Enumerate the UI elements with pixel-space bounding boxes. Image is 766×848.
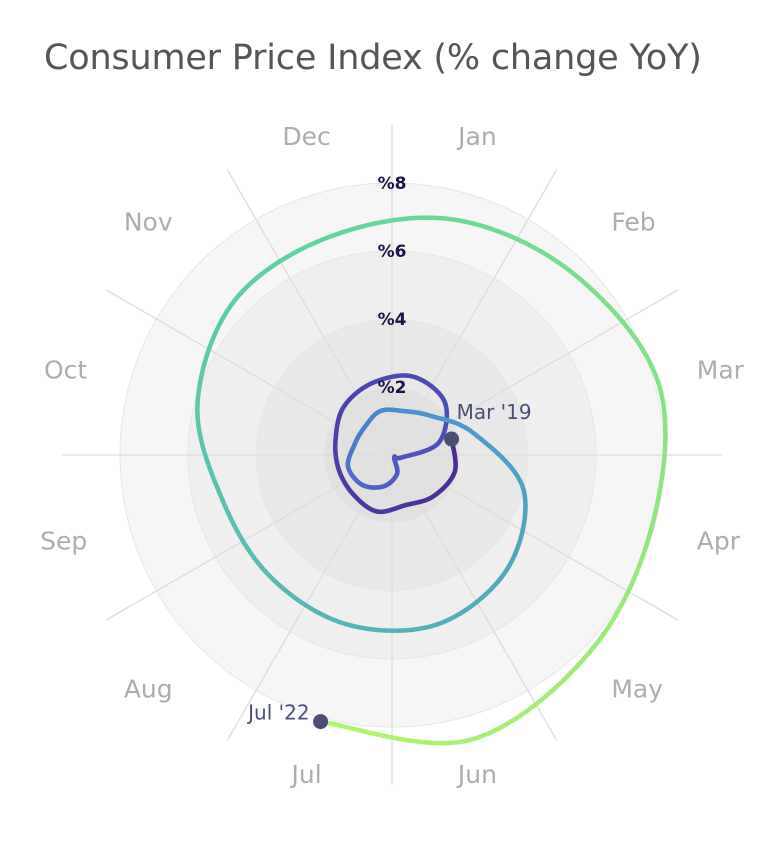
annotation-label: Mar '19 <box>457 400 532 424</box>
radial-tick-label-2: %2 <box>378 378 407 398</box>
month-label-sep: Sep <box>40 526 87 555</box>
radial-tick-label-8: %8 <box>378 174 407 194</box>
annotation-label: Jul '22 <box>246 701 309 725</box>
month-label-mar: Mar <box>697 356 745 385</box>
radial-tick-labels: %2 %4 %6 %8 <box>378 174 407 398</box>
month-labels: Jan Feb Mar Apr May Jun Jul Aug Sep Oct Nov Dec <box>40 122 745 789</box>
month-label-jan: Jan <box>456 122 497 151</box>
month-label-oct: Oct <box>44 356 87 385</box>
grid-spoke <box>105 289 393 456</box>
radial-tick-label-6: %6 <box>378 242 407 262</box>
radial-tick-label-4: %4 <box>378 310 407 330</box>
month-label-may: May <box>611 674 663 703</box>
endpoint-marker <box>444 431 460 447</box>
cpi-series-line <box>195 215 668 746</box>
month-label-apr: Apr <box>697 526 741 555</box>
grid-spoke <box>391 168 558 456</box>
month-label-jun: Jun <box>456 760 497 789</box>
month-label-jul: Jul <box>290 760 322 789</box>
grid-spoke <box>226 168 393 456</box>
chart-title: Consumer Price Index (% change YoY) <box>44 38 702 78</box>
month-label-aug: Aug <box>124 674 173 703</box>
endpoint-marker <box>313 714 329 730</box>
month-label-feb: Feb <box>611 208 655 237</box>
endpoint-markers: Mar '19 Jul '22 <box>246 400 532 730</box>
month-label-nov: Nov <box>124 208 173 237</box>
month-label-dec: Dec <box>282 122 330 151</box>
grid-spoke <box>391 289 679 456</box>
